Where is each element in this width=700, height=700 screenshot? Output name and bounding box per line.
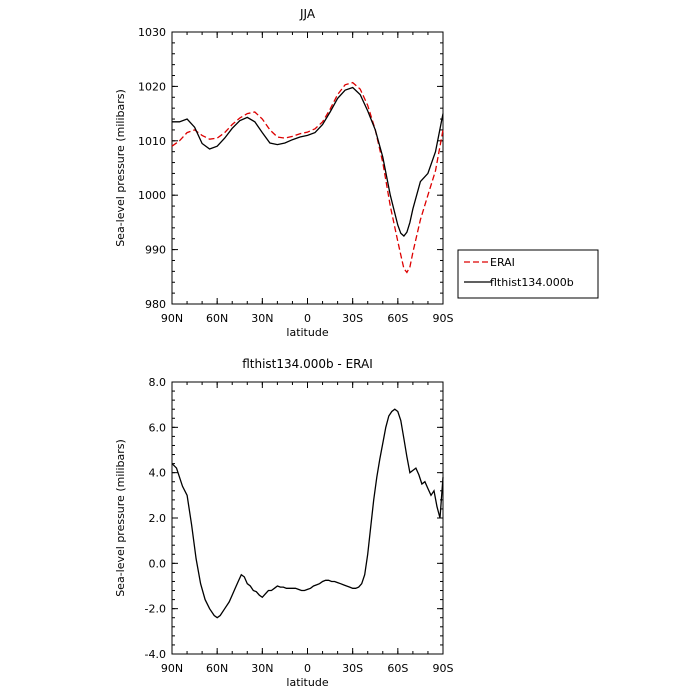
x-axis-title: latitude xyxy=(286,676,328,689)
y-tick-label: 990 xyxy=(145,244,166,257)
x-tick-label: 90N xyxy=(161,662,183,675)
x-tick-label: 30S xyxy=(342,312,363,325)
y-axis-title: Sea-level pressure (milibars) xyxy=(114,89,127,247)
series-line-erai xyxy=(171,81,444,274)
y-tick-label: 980 xyxy=(145,298,166,311)
x-axis-title: latitude xyxy=(286,326,328,339)
y-tick-label: 6.0 xyxy=(149,421,167,434)
x-tick-label: 30N xyxy=(251,312,273,325)
x-tick-label: 0 xyxy=(304,312,311,325)
x-tick-label: 60N xyxy=(206,312,228,325)
x-tick-label: 30N xyxy=(251,662,273,675)
chart-title: JJA xyxy=(299,7,316,21)
x-tick-label: 90S xyxy=(433,662,454,675)
y-tick-label: 8.0 xyxy=(149,376,167,389)
y-tick-label: 1020 xyxy=(138,80,166,93)
chart-title: flthist134.000b - ERAI xyxy=(242,357,373,371)
y-axis-title: Sea-level pressure (milibars) xyxy=(114,439,127,597)
x-tick-label: 30S xyxy=(342,662,363,675)
y-tick-label: 1000 xyxy=(138,189,166,202)
x-tick-label: 60N xyxy=(206,662,228,675)
top-panel-jja: 90N 60N 30N 0 30S 60S 90S 980 990 1000 1010 1020 103… xyxy=(114,7,599,339)
x-tick-label: 0 xyxy=(304,662,311,675)
series-line-flthist134-000b xyxy=(172,86,444,237)
series-line-difference xyxy=(171,408,444,619)
x-tick-label: 90N xyxy=(161,312,183,325)
x-tick-label: 90S xyxy=(433,312,454,325)
legend-label: flthist134.000b xyxy=(490,276,574,289)
bottom-panel-difference: 90N 60N 30N 0 30S 60S 90S -4.0 -2.0 0.0 2.0 4.0 6.0 8… xyxy=(114,357,454,689)
y-tick-label: 0.0 xyxy=(149,557,167,570)
y-tick-label: 2.0 xyxy=(149,512,167,525)
x-tick-label: 60S xyxy=(387,662,408,675)
legend-box xyxy=(457,249,599,299)
x-tick-label: 60S xyxy=(387,312,408,325)
y-tick-label: -2.0 xyxy=(145,603,166,616)
y-tick-label: 1030 xyxy=(138,26,166,39)
legend-label: ERAI xyxy=(490,256,515,269)
y-tick-label: 1010 xyxy=(138,135,166,148)
y-tick-label: -4.0 xyxy=(145,648,166,661)
y-tick-label: 4.0 xyxy=(149,467,167,480)
